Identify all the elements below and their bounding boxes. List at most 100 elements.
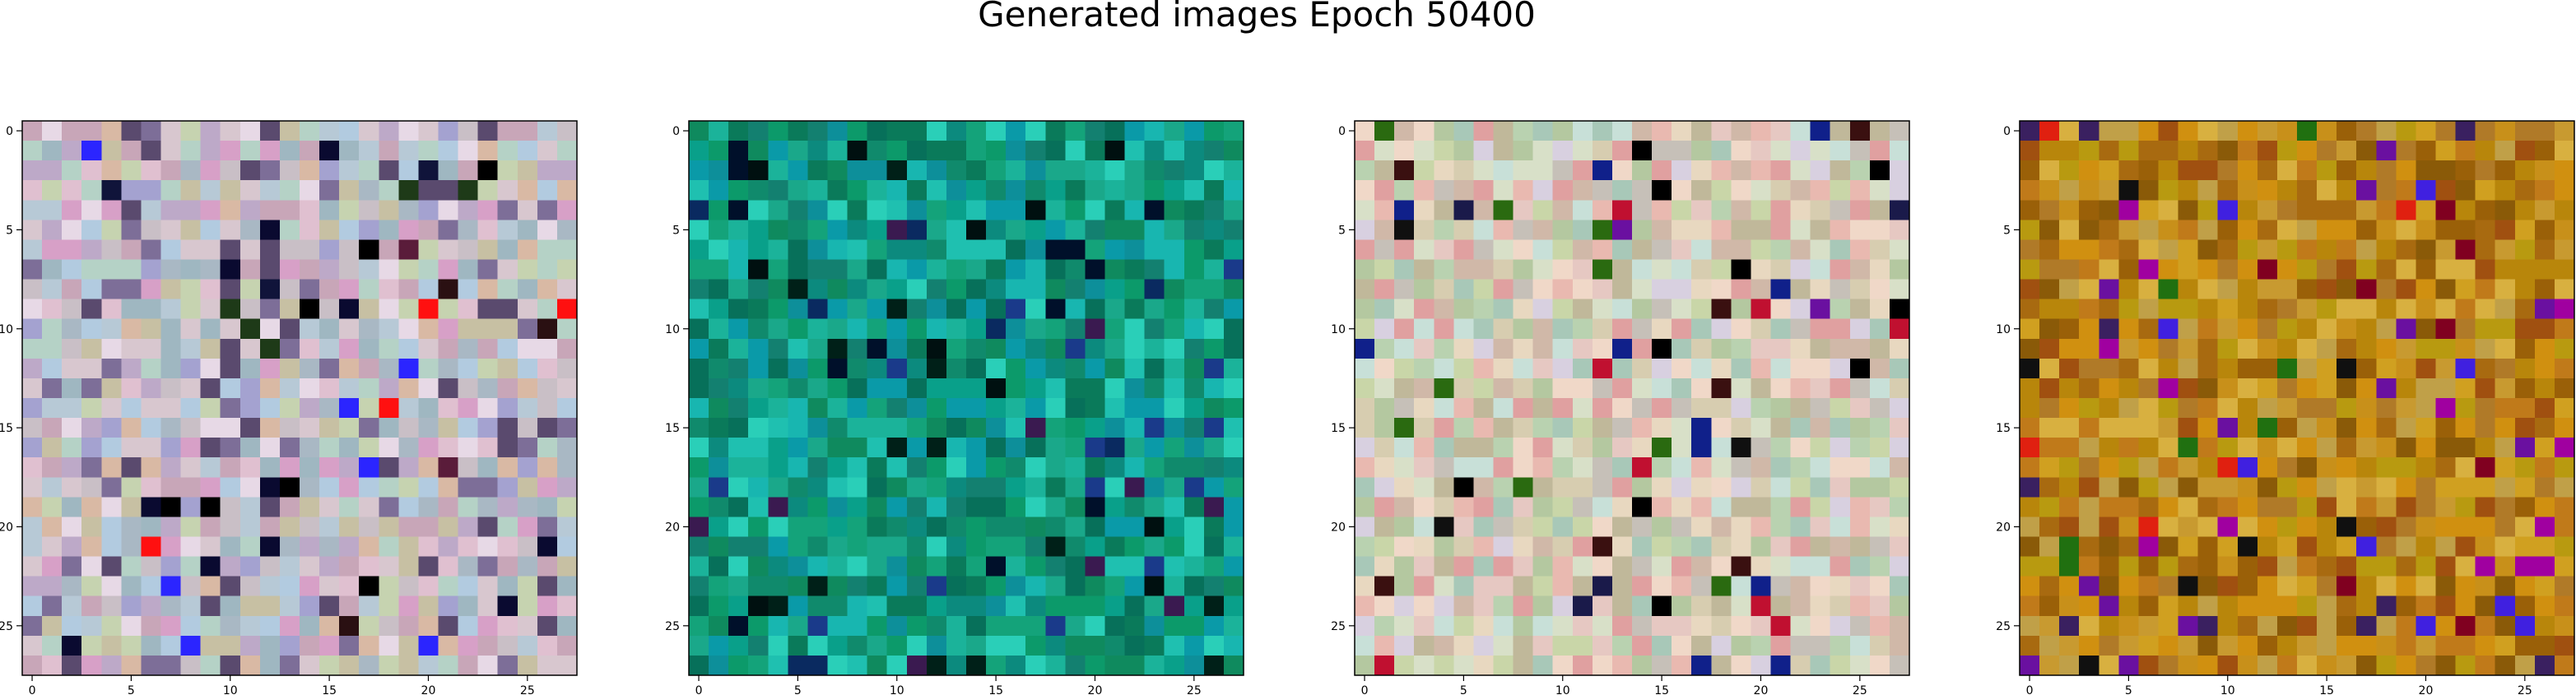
image-pixel	[1770, 378, 1792, 399]
image-pixel	[418, 477, 439, 498]
image-pixel	[2099, 180, 2119, 201]
image-pixel	[966, 418, 987, 438]
image-pixel	[1889, 497, 1910, 518]
image-pixel	[2276, 655, 2298, 676]
image-pixel	[339, 418, 360, 438]
image-pixel	[81, 239, 102, 261]
image-pixel	[1513, 220, 1534, 241]
image-pixel	[2178, 239, 2199, 261]
image-pixel	[1611, 200, 1633, 220]
image-pixel	[339, 497, 360, 518]
image-pixel	[2197, 655, 2219, 676]
image-pixel	[2534, 438, 2555, 458]
image-pixel	[1414, 398, 1434, 419]
image-pixel	[2396, 398, 2417, 419]
image-pixel	[1085, 259, 1106, 280]
image-pixel	[807, 220, 829, 241]
image-pixel	[2217, 299, 2239, 320]
image-pixel	[966, 398, 987, 419]
image-pixel	[2178, 536, 2199, 558]
image-pixel	[200, 200, 221, 220]
image-pixel	[1532, 200, 1554, 220]
image-pixel	[986, 556, 1007, 577]
image-pixel	[42, 239, 63, 261]
image-pixel	[537, 318, 558, 340]
image-pixel	[2237, 576, 2258, 597]
image-pixel	[2197, 398, 2219, 419]
image-pixel	[1453, 418, 1475, 438]
image-pixel	[319, 398, 340, 419]
image-pixel	[847, 556, 868, 577]
image-pixel	[42, 438, 63, 458]
image-pixel	[1849, 438, 1871, 458]
image-pixel	[1731, 378, 1752, 399]
image-pixel	[728, 160, 749, 181]
image-pixel	[1770, 358, 1792, 379]
image-pixel	[1394, 200, 1415, 220]
image-pixel	[42, 635, 63, 656]
image-pixel	[259, 438, 281, 458]
image-pixel	[121, 299, 142, 320]
image-pixel	[1006, 655, 1026, 676]
image-pixel	[1394, 517, 1415, 538]
image-pixel	[458, 299, 479, 320]
image-pixel	[1006, 338, 1026, 359]
image-pixel	[2079, 279, 2099, 300]
image-pixel	[1164, 239, 1185, 261]
image-pixel	[2297, 477, 2318, 498]
image-pixel	[2554, 477, 2575, 498]
image-pixel	[1770, 279, 1792, 300]
image-pixel	[1632, 239, 1653, 261]
image-pixel	[319, 536, 340, 558]
image-pixel	[1652, 259, 1672, 280]
image-pixel	[768, 141, 788, 161]
image-pixel	[1203, 378, 1225, 399]
x-tick-label: 5	[1460, 684, 1467, 695]
image-pixel	[2158, 536, 2179, 558]
image-pixel	[2495, 259, 2516, 280]
image-pixel	[1065, 141, 1086, 161]
image-pixel	[2039, 536, 2060, 558]
image-pixel	[1770, 556, 1792, 577]
image-pixel	[160, 457, 182, 478]
image-pixel	[1632, 121, 1653, 141]
image-pixel	[926, 615, 947, 637]
image-pixel	[2079, 635, 2099, 656]
image-pixel	[2257, 180, 2278, 201]
image-pixel	[279, 180, 300, 201]
image-pixel	[2158, 220, 2179, 241]
image-pixel	[220, 398, 241, 419]
image-pixel	[2158, 358, 2179, 379]
image-pixel	[141, 220, 162, 241]
image-pixel	[847, 338, 868, 359]
image-pixel	[788, 378, 809, 399]
image-pixel	[788, 438, 809, 458]
image-pixel	[2455, 418, 2476, 438]
image-pixel	[1374, 595, 1395, 617]
image-pixel	[2495, 398, 2516, 419]
image-pixel	[788, 180, 809, 201]
image-pixel	[728, 180, 749, 201]
image-pixel	[867, 595, 888, 617]
image-pixel	[1711, 378, 1732, 399]
image-pixel	[986, 239, 1007, 261]
image-pixel	[418, 576, 439, 597]
image-pixel	[259, 358, 281, 379]
image-pixel	[906, 477, 928, 498]
image-pixel	[906, 200, 928, 220]
image-pixel	[2197, 299, 2219, 320]
image-pixel	[1691, 536, 1712, 558]
image-pixel	[279, 141, 300, 161]
x-tick-label: 15	[322, 684, 337, 695]
image-pixel	[319, 457, 340, 478]
image-pixel	[239, 556, 261, 577]
image-pixel	[319, 220, 340, 241]
image-pixel	[2118, 358, 2140, 379]
image-pixel	[2514, 635, 2536, 656]
image-pixel	[2554, 457, 2575, 478]
image-pixel	[2396, 536, 2417, 558]
image-pixel	[1592, 517, 1613, 538]
image-pixel	[200, 279, 221, 300]
image-pixel	[2237, 536, 2258, 558]
image-pixel	[1889, 141, 1910, 161]
